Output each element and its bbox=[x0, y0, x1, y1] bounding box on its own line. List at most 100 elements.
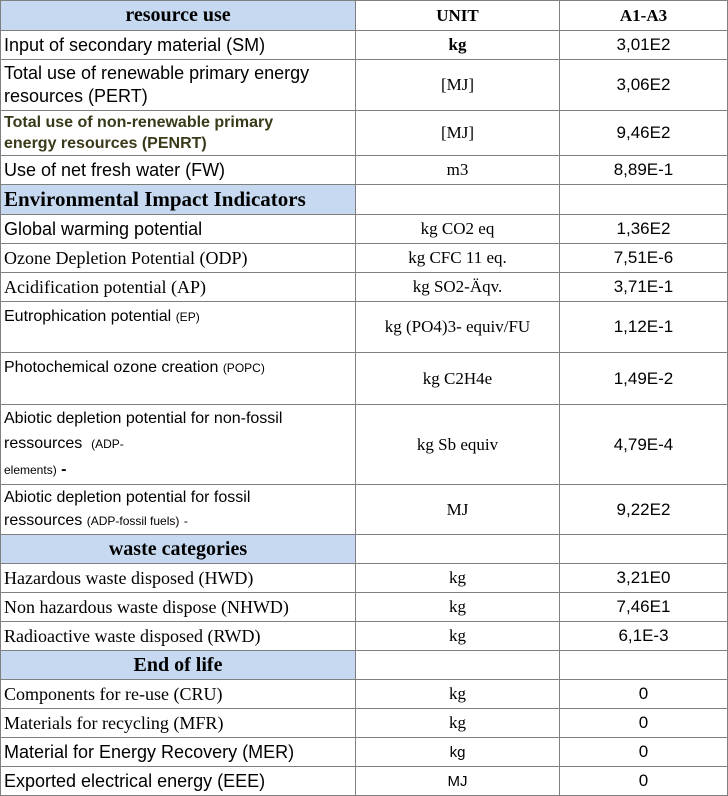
section-header-row: Environmental Impact Indicators bbox=[0, 184, 728, 215]
section-title-environmental: Environmental Impact Indicators bbox=[0, 184, 356, 215]
row-label-line: Abiotic depletion potential for fossil bbox=[4, 489, 251, 506]
row-value: 4,79E-4 bbox=[559, 404, 728, 485]
table-row: Exported electrical energy (EEE) MJ 0 bbox=[0, 766, 728, 796]
row-unit: MJ bbox=[355, 766, 560, 796]
empty-cell bbox=[355, 534, 560, 564]
row-label-dash: - bbox=[61, 461, 67, 478]
table-row: Components for re-use (CRU) kg 0 bbox=[0, 679, 728, 709]
row-label-line: ressources (ADP- bbox=[4, 431, 352, 457]
row-label: Hazardous waste disposed (HWD) bbox=[0, 563, 356, 593]
row-value: 7,51E-6 bbox=[559, 243, 728, 273]
row-label-line: Total use of non-renewable primary bbox=[4, 114, 274, 131]
row-value: 6,1E-3 bbox=[559, 621, 728, 651]
row-unit: kg bbox=[355, 30, 560, 60]
table-row: Total use of non-renewable primary energ… bbox=[0, 110, 728, 156]
row-unit: kg bbox=[355, 592, 560, 622]
table-row: Photochemical ozone creation (POPC) kg C… bbox=[0, 352, 728, 405]
row-label: Abiotic depletion potential for non-foss… bbox=[0, 404, 356, 485]
table-row: Input of secondary material (SM) kg 3,01… bbox=[0, 30, 728, 60]
row-label-line: ressources (ADP-fossil fuels) - bbox=[4, 509, 352, 533]
table-row: Use of net fresh water (FW) m3 8,89E-1 bbox=[0, 155, 728, 185]
table-row: Material for Energy Recovery (MER) kg 0 bbox=[0, 737, 728, 767]
table-row: Ozone Depletion Potential (ODP) kg CFC 1… bbox=[0, 243, 728, 273]
row-unit: [MJ] bbox=[355, 59, 560, 111]
row-value: 3,21E0 bbox=[559, 563, 728, 593]
row-label: Materials for recycling (MFR) bbox=[0, 708, 356, 738]
row-unit: kg (PO4)3- equiv/FU bbox=[355, 301, 560, 353]
table-row: Hazardous waste disposed (HWD) kg 3,21E0 bbox=[0, 563, 728, 593]
table-row: Non hazardous waste dispose (NHWD) kg 7,… bbox=[0, 592, 728, 622]
row-label-line: elements) - bbox=[4, 457, 352, 483]
row-value: 0 bbox=[559, 708, 728, 738]
row-label-line: Total use of renewable primary energy bbox=[4, 63, 310, 83]
row-label: Exported electrical energy (EEE) bbox=[0, 766, 356, 796]
row-value: 3,71E-1 bbox=[559, 272, 728, 302]
row-label-text: Photochemical ozone creation bbox=[4, 359, 219, 376]
row-value: 3,06E2 bbox=[559, 59, 728, 111]
row-unit: kg SO2-Äqv. bbox=[355, 272, 560, 302]
row-unit: kg bbox=[355, 708, 560, 738]
section-title-waste: waste categories bbox=[0, 534, 356, 564]
table-row: Materials for recycling (MFR) kg 0 bbox=[0, 708, 728, 738]
row-label: Total use of renewable primary energy re… bbox=[0, 59, 356, 111]
row-label: Material for Energy Recovery (MER) bbox=[0, 737, 356, 767]
row-value: 0 bbox=[559, 737, 728, 767]
section-title-end-of-life: End of life bbox=[0, 650, 356, 680]
row-label-line: resources (PERT) bbox=[4, 86, 148, 106]
row-label: Ozone Depletion Potential (ODP) bbox=[0, 243, 356, 273]
row-unit: [MJ] bbox=[355, 110, 560, 156]
row-value: 1,49E-2 bbox=[559, 352, 728, 405]
row-label-paren: (EP) bbox=[175, 310, 200, 324]
row-label-dash: - bbox=[183, 514, 188, 528]
row-label-paren: (ADP- bbox=[91, 437, 124, 451]
row-label: Eutrophication potential (EP) bbox=[0, 301, 356, 353]
table-row: Radioactive waste disposed (RWD) kg 6,1E… bbox=[0, 621, 728, 651]
empty-cell bbox=[559, 534, 728, 564]
row-unit: MJ bbox=[355, 484, 560, 535]
row-unit: kg Sb equiv bbox=[355, 404, 560, 485]
table-row: Abiotic depletion potential for non-foss… bbox=[0, 404, 728, 485]
row-unit: kg CO2 eq bbox=[355, 214, 560, 244]
row-unit: kg bbox=[355, 737, 560, 767]
row-unit: kg C2H4e bbox=[355, 352, 560, 405]
row-label: Abiotic depletion potential for fossil r… bbox=[0, 484, 356, 535]
row-unit: kg bbox=[355, 679, 560, 709]
empty-cell bbox=[355, 184, 560, 215]
header-a1-a3: A1-A3 bbox=[559, 0, 728, 31]
row-value: 9,46E2 bbox=[559, 110, 728, 156]
row-unit: m3 bbox=[355, 155, 560, 185]
row-value: 7,46E1 bbox=[559, 592, 728, 622]
row-label: Radioactive waste disposed (RWD) bbox=[0, 621, 356, 651]
row-label: Acidification potential (AP) bbox=[0, 272, 356, 302]
table-row: Acidification potential (AP) kg SO2-Äqv.… bbox=[0, 272, 728, 302]
row-unit: kg bbox=[355, 621, 560, 651]
row-label-paren: (ADP-fossil fuels) bbox=[86, 514, 180, 528]
header-resource-use: resource use bbox=[0, 0, 356, 31]
section-header-row: End of life bbox=[0, 650, 728, 680]
row-label-paren: (POPC) bbox=[222, 361, 265, 375]
row-unit: kg bbox=[355, 563, 560, 593]
row-value: 1,36E2 bbox=[559, 214, 728, 244]
table-row: Global warming potential kg CO2 eq 1,36E… bbox=[0, 214, 728, 244]
row-label-paren: elements) bbox=[4, 463, 57, 477]
row-label: Input of secondary material (SM) bbox=[0, 30, 356, 60]
row-value: 0 bbox=[559, 766, 728, 796]
row-label: Non hazardous waste dispose (NHWD) bbox=[0, 592, 356, 622]
row-label-line: energy resources (PENRT) bbox=[4, 135, 207, 152]
table-row: Abiotic depletion potential for fossil r… bbox=[0, 484, 728, 535]
table-header-row: resource use UNIT A1-A3 bbox=[0, 0, 728, 31]
table-row: Eutrophication potential (EP) kg (PO4)3-… bbox=[0, 301, 728, 353]
row-value: 3,01E2 bbox=[559, 30, 728, 60]
row-unit: kg CFC 11 eq. bbox=[355, 243, 560, 273]
row-label: Global warming potential bbox=[0, 214, 356, 244]
row-label-line: Abiotic depletion potential for non-foss… bbox=[4, 410, 283, 427]
section-header-row: waste categories bbox=[0, 534, 728, 564]
row-label-text: Eutrophication potential bbox=[4, 308, 172, 325]
empty-cell bbox=[559, 650, 728, 680]
row-value: 0 bbox=[559, 679, 728, 709]
row-label: Photochemical ozone creation (POPC) bbox=[0, 352, 356, 405]
row-label: Use of net fresh water (FW) bbox=[0, 155, 356, 185]
empty-cell bbox=[355, 650, 560, 680]
empty-cell bbox=[559, 184, 728, 215]
